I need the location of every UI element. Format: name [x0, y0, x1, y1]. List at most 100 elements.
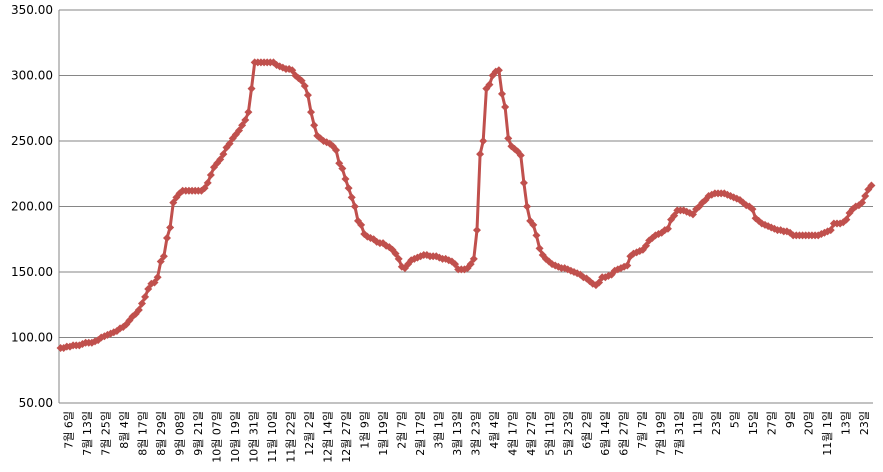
y-tick-label: 100.00 [11, 331, 53, 345]
data-point-marker [225, 139, 234, 148]
y-axis-ticks: 50.00 100.00 150.00 200.00 250.00 300.00 350.0… [11, 3, 53, 410]
data-point-marker [235, 126, 244, 135]
x-tick-label: 9일 [783, 411, 797, 428]
data-point-marker [244, 108, 253, 117]
x-tick-label: 7월 19일 [653, 411, 667, 456]
data-point-marker [523, 202, 532, 211]
data-point-marker [670, 211, 679, 220]
data-point-marker [494, 66, 503, 75]
data-point-marker [219, 150, 228, 159]
x-axis-ticks: 7월 6일 7월 13일 7월 25일 8월 4일 8월 17일 8월 29일 9월 08일… [61, 411, 871, 463]
data-point-marker [238, 121, 247, 130]
x-tick-label: 11일 [690, 411, 704, 435]
data-point-marker [307, 108, 316, 117]
data-point-marker [347, 193, 356, 202]
data-point-marker [156, 257, 165, 266]
x-tick-label: 23일 [857, 411, 871, 435]
data-point-marker [297, 76, 306, 85]
x-tick-label: 10월 31일 [246, 411, 260, 463]
x-tick-label: 8월 29일 [154, 411, 168, 456]
data-point-marker [532, 231, 541, 240]
data-point-marker [688, 210, 697, 219]
x-tick-label: 3월 1일 [431, 411, 445, 449]
data-point-marker [137, 299, 146, 308]
x-tick-label: 10월 19일 [228, 411, 242, 463]
data-point-marker [357, 220, 366, 229]
x-tick-label: 6월 14일 [598, 411, 612, 456]
data-point-marker [595, 278, 604, 287]
x-tick-label: 2월 17일 [413, 411, 427, 456]
x-tick-label: 7월 6일 [61, 411, 75, 449]
data-point-marker [134, 305, 143, 314]
data-point-marker [861, 192, 870, 201]
x-tick-label: 5월 11일 [542, 411, 556, 456]
x-tick-label: 12월 2일 [302, 411, 316, 456]
data-point-marker [300, 81, 309, 90]
data-point-marker [748, 205, 757, 214]
data-point-marker [200, 184, 209, 193]
data-point-marker [826, 226, 835, 235]
x-tick-label: 12월 14일 [320, 411, 334, 463]
data-point-marker [247, 84, 256, 93]
x-tick-label: 1월 19일 [376, 411, 390, 456]
data-point-marker [529, 220, 538, 229]
x-tick-label: 9월 08일 [172, 411, 186, 456]
data-point-marker [842, 215, 851, 224]
data-point-marker [216, 155, 225, 164]
data-point-marker [310, 121, 319, 130]
x-tick-label: 3월 23일 [468, 411, 482, 456]
data-point-marker [338, 164, 347, 173]
data-point-marker [391, 249, 400, 258]
x-tick-label: 11월 10일 [265, 411, 279, 463]
series-group [56, 58, 876, 352]
x-tick-label: 7월 25일 [98, 411, 112, 456]
data-point-marker [332, 146, 341, 155]
data-point-marker [163, 233, 172, 242]
data-point-marker [663, 224, 672, 233]
x-tick-label: 2월 7일 [394, 411, 408, 449]
x-tick-label: 3월 13일 [450, 411, 464, 456]
data-point-marker [206, 171, 215, 180]
data-point-marker [288, 66, 297, 75]
x-tick-label: 15일 [746, 411, 760, 435]
data-point-marker [394, 254, 403, 263]
x-tick-label: 7월 7일 [635, 411, 649, 449]
data-point-marker [504, 134, 513, 143]
data-point-marker [451, 260, 460, 269]
x-tick-label: 7월 31일 [672, 411, 686, 456]
x-tick-label: 6월 2일 [579, 411, 593, 449]
data-point-marker [867, 181, 876, 190]
data-point-marker [166, 223, 175, 232]
x-tick-label: 4월 27일 [524, 411, 538, 456]
data-point-marker [623, 261, 632, 270]
data-point-marker [519, 178, 528, 187]
data-point-marker [159, 252, 168, 261]
data-point-marker [153, 273, 162, 282]
x-tick-label: 8월 17일 [135, 411, 149, 456]
data-point-marker [472, 226, 481, 235]
data-point-marker [535, 244, 544, 253]
data-point-marker [335, 159, 344, 168]
x-tick-label: 7월 13일 [80, 411, 94, 456]
y-tick-label: 200.00 [11, 200, 53, 214]
data-point-marker [498, 89, 507, 98]
x-tick-label: 8월 4일 [117, 411, 131, 449]
data-point-marker [344, 184, 353, 193]
data-point-marker [476, 150, 485, 159]
data-point-marker [303, 91, 312, 100]
data-point-marker [469, 254, 478, 263]
x-tick-label: 9월 21일 [191, 411, 205, 456]
x-tick-label: 11월 1일 [820, 411, 834, 456]
x-tick-label: 4월 4일 [487, 411, 501, 449]
x-tick-label: 10월 07일 [209, 411, 223, 463]
y-tick-label: 50.00 [19, 396, 53, 410]
data-point-marker [341, 174, 350, 183]
data-point-marker [858, 198, 867, 207]
data-point-marker [479, 137, 488, 145]
data-point-marker [203, 178, 212, 187]
x-tick-label: 23일 [709, 411, 723, 435]
data-point-marker [169, 198, 178, 207]
data-point-marker [516, 151, 525, 160]
